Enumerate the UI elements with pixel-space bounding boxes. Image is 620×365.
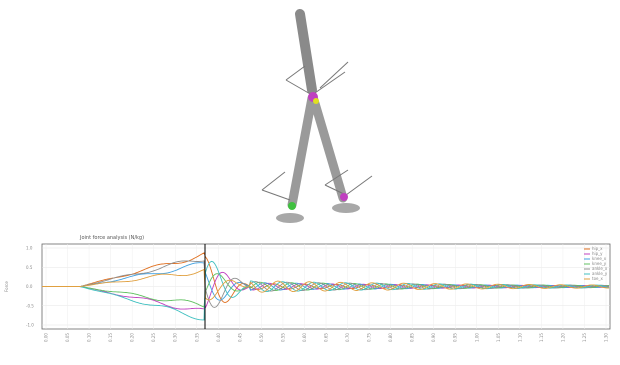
x-tick-label: 1.10 <box>517 333 522 342</box>
y-tick-label: 1.0 <box>26 246 33 251</box>
legend-label: hip_x <box>592 246 603 251</box>
x-tick-label: 0.00 <box>44 333 49 342</box>
y-tick-label: 0.5 <box>26 265 33 270</box>
legend-label: knee_x <box>592 256 607 261</box>
left-thigh <box>287 93 317 210</box>
x-tick-label: 1.20 <box>560 333 565 342</box>
legend-label: knee_y <box>592 261 607 266</box>
x-tick-label: 0.05 <box>65 333 70 342</box>
x-tick-label: 0.85 <box>410 333 415 342</box>
series-line <box>42 268 609 301</box>
left-ankle-marker <box>288 202 296 210</box>
y-tick-label: -0.5 <box>26 303 34 308</box>
x-tick-label: 0.50 <box>259 333 264 342</box>
y-tick-label: 0.0 <box>26 284 33 289</box>
x-tick-label: 0.75 <box>367 333 372 342</box>
hip-joint-marker-inner <box>313 98 319 104</box>
series-lines <box>42 252 610 321</box>
x-tick-label: 1.15 <box>539 333 544 342</box>
plot-title: Joint force analysis (N/kg) <box>79 235 144 241</box>
x-tick-label: 0.80 <box>388 333 393 342</box>
plot-legend: hip_xhip_yknee_xknee_yankle_xankle_ytoe_… <box>584 246 608 281</box>
y-axis-label: Force <box>4 281 9 292</box>
series-line <box>42 260 610 321</box>
3d-viewport[interactable] <box>0 0 620 232</box>
series-line <box>42 252 610 303</box>
x-tick-label: 0.45 <box>237 333 242 342</box>
x-tick-label: 1.30 <box>604 333 609 342</box>
force-vectors <box>261 61 373 201</box>
x-tick-label: 1.05 <box>496 333 501 342</box>
x-tick-label: 0.65 <box>324 333 329 342</box>
legend-label: hip_y <box>592 251 603 256</box>
left-foot <box>276 213 304 223</box>
series-line <box>42 260 610 308</box>
legend-label: ankle_y <box>592 271 608 276</box>
x-tick-label: 0.95 <box>453 333 458 342</box>
x-tick-label: 0.55 <box>280 333 285 342</box>
x-tick-label: 0.15 <box>108 333 113 342</box>
x-tick-label: 1.00 <box>474 333 479 342</box>
legend-label: toe_x <box>592 276 603 281</box>
x-tick-label: 0.35 <box>194 333 199 342</box>
upper-bone <box>295 9 317 95</box>
x-tick-label: 0.40 <box>216 333 221 342</box>
force-plot-panel[interactable]: Joint force analysis (N/kg) 1.0 0.5 0.0 -0.… <box>0 232 620 361</box>
x-tick-labels: 0.00 0.05 0.10 0.15 0.20 0.25 0.30 0.35 0.40 0.45… <box>44 333 609 342</box>
series-line <box>42 273 610 308</box>
y-tick-label: -1.0 <box>26 323 34 328</box>
y-tick-labels: 1.0 0.5 0.0 -0.5 -1.0 <box>26 246 34 328</box>
x-tick-label: 0.70 <box>345 333 350 342</box>
force-plot: Joint force analysis (N/kg) 1.0 0.5 0.0 -0.… <box>4 235 611 342</box>
right-thigh <box>309 95 348 203</box>
x-tick-label: 0.25 <box>151 333 156 342</box>
skeleton-view <box>261 9 373 223</box>
right-foot <box>332 203 360 213</box>
legend-label: ankle_x <box>592 266 608 271</box>
x-tick-label: 0.20 <box>130 333 135 342</box>
right-ankle-marker <box>340 193 348 201</box>
x-tick-label: 0.30 <box>173 333 178 342</box>
x-tick-label: 0.90 <box>431 333 436 342</box>
x-tick-label: 0.10 <box>87 333 92 342</box>
x-tick-label: 0.60 <box>302 333 307 342</box>
x-tick-label: 1.25 <box>582 333 587 342</box>
